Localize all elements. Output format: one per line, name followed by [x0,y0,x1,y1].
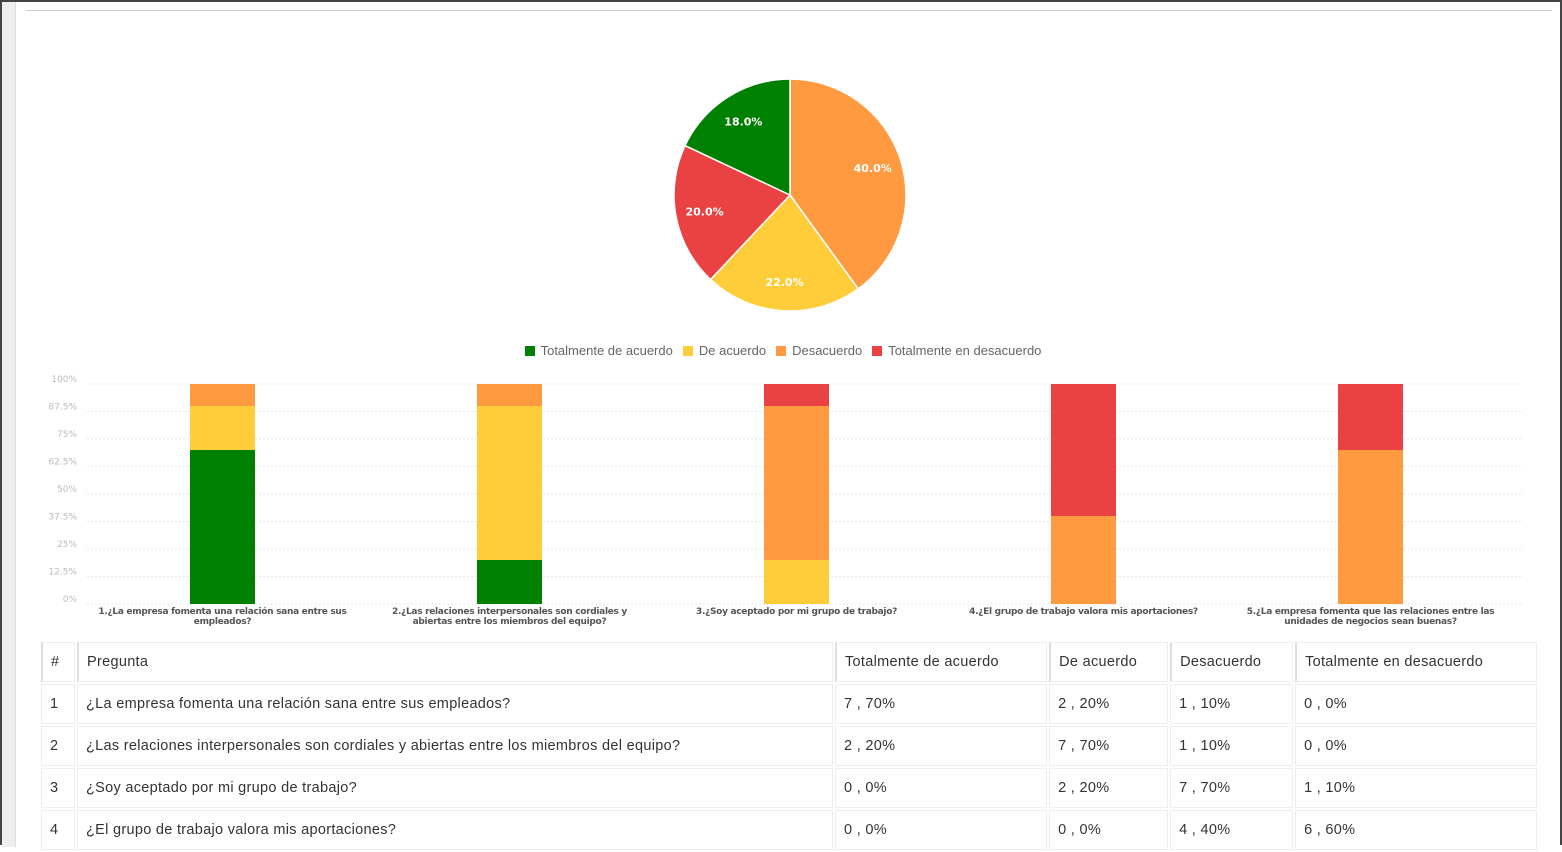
table-cell: 2 [41,726,75,766]
table-row: 4 ¿El grupo de trabajo valora mis aportac… [41,810,1537,850]
table-cell: ¿Las relaciones interpersonales son cord… [77,726,833,766]
x-tick-label: 4.¿El grupo de trabajo valora mis aporta… [969,607,1198,617]
legend-swatch [872,346,883,356]
chart-legend: Totalmente de acuerdo De acuerdo Desacuerd… [2,343,1562,358]
y-tick-label: 100% [51,375,77,385]
x-tick-label: 5.¿La empresa fomenta que las relaciones… [1246,607,1495,627]
x-tick-label: 3.¿Soy aceptado por mi grupo de trabajo? [696,607,897,617]
table-cell: 6 , 60% [1295,810,1537,850]
column-header[interactable]: Totalmente en desacuerdo [1295,642,1537,682]
bar-segment[interactable] [764,406,829,560]
bar-segment[interactable] [764,384,829,406]
pie-data-label: 20.0% [685,205,723,218]
table-cell: 7 , 70% [1170,768,1294,808]
y-tick-label: 87.5% [48,403,77,413]
legend-swatch [682,346,693,356]
bar-segment[interactable] [764,560,829,604]
left-panel-edge [2,2,16,847]
column-header[interactable]: Totalmente de acuerdo [835,642,1048,682]
y-tick-label: 50% [57,485,77,495]
legend-label: De acuerdo [698,343,767,358]
bar-segment[interactable] [1338,384,1403,450]
pie-slice[interactable] [673,144,792,281]
legend-item[interactable]: De acuerdo [682,343,767,358]
x-tick-label: 2.¿Las relaciones interpersonales son co… [391,607,627,627]
table-cell: 0 , 0% [1049,810,1169,850]
pie-slice[interactable] [789,78,907,290]
y-tick-label: 25% [57,540,77,550]
table-cell: 7 , 70% [1049,726,1169,766]
table-header: # Pregunta Totalmente de acuerdo De acuerdo… [41,642,1537,682]
column-header[interactable]: # [41,642,75,682]
legend-item[interactable]: Totalmente de acuerdo [524,343,673,358]
x-tick-label: 1.¿La empresa fomenta una relación sana … [98,607,347,627]
table-cell: 2 , 20% [1049,684,1169,724]
results-table: # Pregunta Totalmente de acuerdo De acuerdo… [39,640,1539,852]
table-cell: ¿Soy aceptado por mi grupo de trabajo? [77,768,833,808]
y-tick-label: 37.5% [48,513,77,523]
bar-segment[interactable] [1051,384,1116,516]
table-cell: 1 , 10% [1170,726,1294,766]
table-row: 3 ¿Soy aceptado por mi grupo de trabajo? 0… [41,768,1537,808]
pie-data-label: 22.0% [765,276,803,289]
pie-slice[interactable] [709,193,860,312]
table-row: 1 ¿La empresa fomenta una relación sana e… [41,684,1537,724]
bar-segment[interactable] [190,450,255,604]
legend-item[interactable]: Desacuerdo [776,343,862,358]
legend-label: Desacuerdo [792,343,863,358]
pie-slice[interactable] [684,78,791,197]
pie-data-label: 18.0% [724,116,762,129]
bar-segment[interactable] [1338,450,1403,604]
y-tick-label: 62.5% [48,458,77,468]
legend-swatch [776,346,787,356]
divider [26,10,1552,11]
bar-segment[interactable] [1051,516,1116,604]
table-cell: 7 , 70% [835,684,1048,724]
y-tick-label: 12.5% [48,568,77,578]
table-cell: 1 , 10% [1170,684,1294,724]
table-cell: 4 [41,810,75,850]
table-row: 2 ¿Las relaciones interpersonales son cor… [41,726,1537,766]
pie-data-label: 40.0% [854,162,892,175]
table-cell: 3 [41,768,75,808]
legend-label: Totalmente de acuerdo [540,343,673,358]
table-cell: 1 [41,684,75,724]
bar-segment[interactable] [477,560,542,604]
table-cell: 4 , 40% [1170,810,1294,850]
y-tick-label: 75% [57,430,77,440]
table-cell: ¿El grupo de trabajo valora mis aportaci… [77,810,833,850]
legend-label: Totalmente en desacuerdo [888,343,1042,358]
column-header[interactable]: Pregunta [77,642,833,682]
legend-item[interactable]: Totalmente en desacuerdo [872,343,1041,358]
column-header[interactable]: De acuerdo [1049,642,1169,682]
column-header[interactable]: Desacuerdo [1170,642,1294,682]
legend-swatch [524,346,535,356]
bar-segment[interactable] [190,384,255,406]
table-cell: 0 , 0% [835,810,1048,850]
table-cell: 2 , 20% [835,726,1048,766]
bar-segment[interactable] [477,406,542,560]
y-tick-label: 0% [63,595,78,605]
bar-segment[interactable] [190,406,255,450]
table-cell: 0 , 0% [835,768,1048,808]
table-cell: ¿La empresa fomenta una relación sana en… [77,684,833,724]
bar-segment[interactable] [477,384,542,406]
table-cell: 0 , 0% [1295,684,1537,724]
table-cell: 1 , 10% [1295,768,1537,808]
table-cell: 0 , 0% [1295,726,1537,766]
table-cell: 2 , 20% [1049,768,1169,808]
